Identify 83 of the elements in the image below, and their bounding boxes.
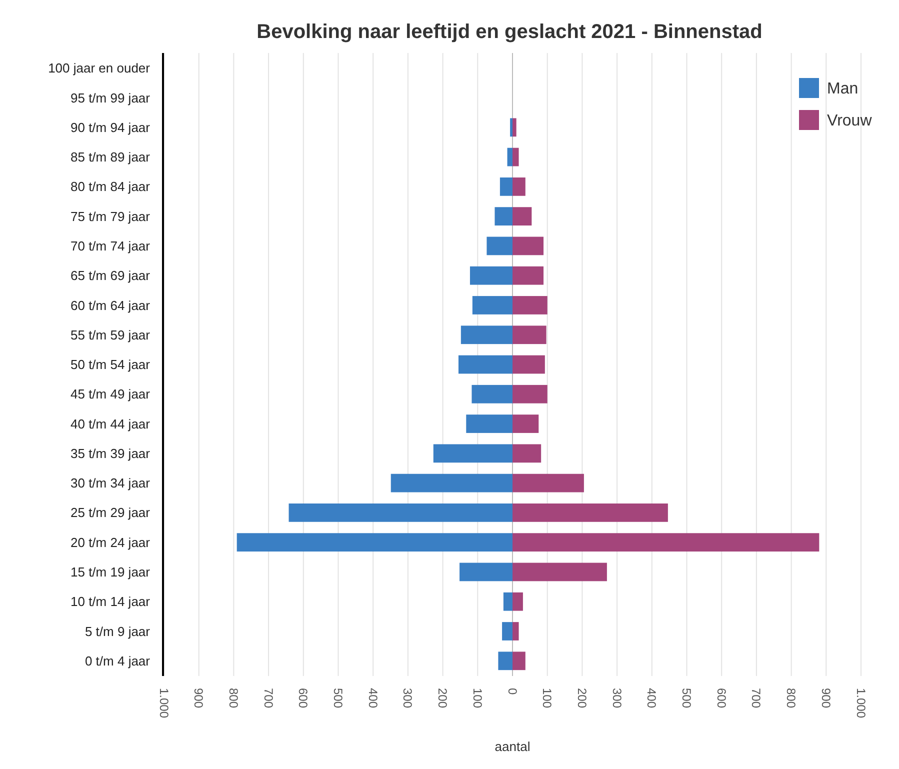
x-tick-label: 600	[714, 688, 728, 708]
bar	[500, 177, 512, 196]
bar	[502, 622, 512, 640]
bar	[512, 562, 607, 582]
bar	[458, 355, 512, 374]
y-tick-label: 65 t/m 69 jaar	[70, 268, 151, 284]
x-tick-label: 300	[400, 688, 415, 708]
x-tick-label: 600	[296, 688, 310, 708]
bar	[466, 414, 512, 433]
bar	[486, 236, 512, 256]
bar	[460, 562, 512, 582]
y-tick-label: 95 t/m 99 jaar	[70, 90, 151, 106]
bar	[512, 474, 584, 492]
x-tick-label: 500	[331, 688, 346, 708]
x-tick-label: 300	[610, 688, 624, 708]
bar	[498, 652, 512, 670]
x-tick-label: 100	[470, 688, 484, 708]
x-tick-label: 0	[505, 688, 520, 695]
x-tick-label: 100	[540, 688, 554, 708]
y-tick-label: 5 t/m 9 jaar	[84, 624, 151, 639]
x-tick-label: 800	[226, 688, 240, 708]
bar	[512, 355, 545, 374]
y-tick-label: 35 t/m 39 jaar	[70, 446, 151, 461]
bar	[512, 622, 519, 640]
y-tick-label: 40 t/m 44 jaar	[70, 416, 151, 432]
x-tick-label: 700	[261, 688, 276, 708]
bar	[236, 533, 512, 552]
bar	[288, 504, 512, 522]
bar	[512, 504, 668, 522]
x-tick-label: 400	[366, 688, 380, 708]
x-tick-label: 1.000	[156, 688, 171, 718]
bar	[433, 444, 512, 463]
bar	[507, 148, 512, 166]
bar	[512, 148, 519, 166]
y-tick-label: 50 t/m 54 jaar	[70, 357, 151, 372]
y-tick-label: 75 t/m 79 jaar	[70, 208, 151, 224]
y-tick-label: 10 t/m 14 jaar	[70, 594, 151, 610]
x-tick-label: 800	[784, 688, 798, 708]
y-tick-label: 25 t/m 29 jaar	[70, 505, 151, 520]
y-tick-label: 55 t/m 59 jaar	[70, 327, 151, 342]
legend-label: Man	[827, 80, 858, 98]
bar	[512, 533, 820, 552]
bar	[470, 266, 512, 285]
y-tick-label: 20 t/m 24 jaar	[70, 534, 151, 550]
legend-label: Vrouw	[827, 112, 872, 130]
y-tick-label: 80 t/m 84 jaar	[70, 179, 151, 194]
y-tick-label: 30 t/m 34 jaar	[70, 476, 151, 491]
bar	[503, 592, 512, 611]
bar	[512, 414, 539, 433]
bar	[512, 326, 546, 344]
bar	[512, 384, 548, 404]
bar	[472, 384, 512, 404]
x-tick-label: 400	[644, 688, 659, 708]
bar	[494, 207, 512, 226]
x-tick-label: 200	[436, 688, 450, 708]
y-tick-label: 60 t/m 64 jaar	[70, 298, 151, 313]
bar	[460, 326, 512, 344]
bar	[512, 592, 523, 611]
y-tick-label: 90 t/m 94 jaar	[70, 120, 151, 135]
bar	[512, 296, 548, 314]
x-tick-label: 500	[680, 688, 694, 708]
x-axis-title: aantal	[494, 739, 530, 754]
y-tick-label: 100 jaar en ouder	[48, 60, 151, 76]
y-tick-label: 70 t/m 74 jaar	[70, 238, 151, 254]
y-tick-label: 85 t/m 89 jaar	[70, 150, 151, 165]
bar	[512, 266, 544, 285]
bar	[512, 236, 544, 256]
x-tick-label: 900	[818, 688, 833, 708]
bar	[512, 444, 542, 463]
bar	[472, 296, 512, 314]
chart-title: Bevolking naar leeftijd en geslacht 2021 - Binnenstad	[256, 21, 762, 43]
x-tick-label: 700	[749, 688, 764, 708]
bar	[390, 474, 512, 492]
bar	[512, 207, 532, 226]
bar	[512, 652, 526, 670]
y-tick-label: 0 t/m 4 jaar	[84, 653, 151, 668]
x-tick-label: 200	[575, 688, 589, 708]
x-tick-label: 1.000	[854, 688, 868, 718]
x-tick-label: 900	[192, 688, 206, 708]
y-tick-label: 45 t/m 49 jaar	[70, 386, 151, 402]
bar	[512, 118, 516, 137]
bar	[512, 177, 526, 196]
y-tick-label: 15 t/m 19 jaar	[70, 564, 151, 580]
